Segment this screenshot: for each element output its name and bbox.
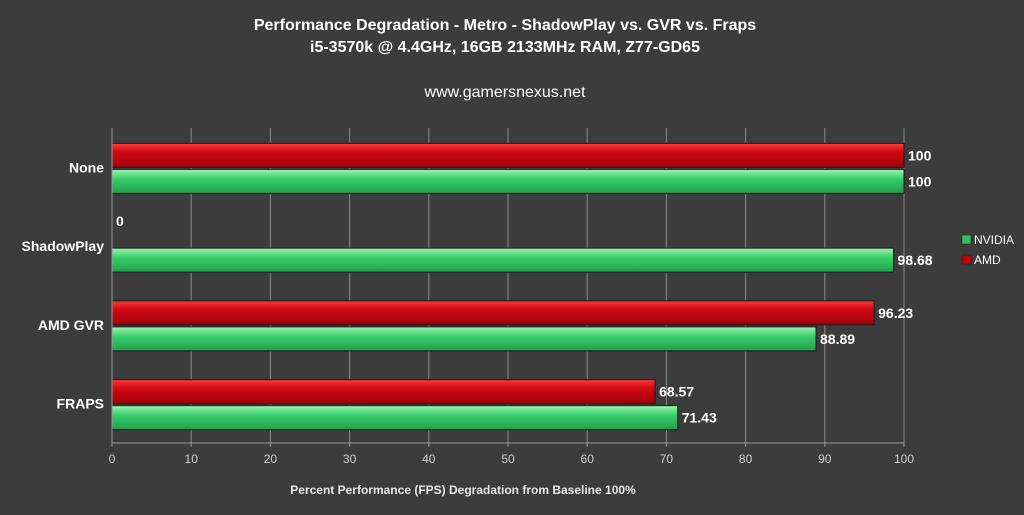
legend-swatch-nvidia bbox=[961, 234, 972, 245]
x-tick-label: 40 bbox=[422, 452, 436, 466]
x-tick-label: 30 bbox=[343, 452, 357, 466]
x-axis-title: Percent Performance (FPS) Degradation fr… bbox=[290, 483, 636, 497]
axes bbox=[111, 128, 904, 444]
bar-nvidia bbox=[111, 247, 895, 273]
value-label-nvidia: 88.89 bbox=[820, 331, 855, 347]
category-label: AMD GVR bbox=[38, 317, 104, 333]
chart-site: www.gamersnexus.net bbox=[424, 84, 587, 101]
bar-nvidia bbox=[111, 405, 679, 431]
x-tick-label: 90 bbox=[818, 452, 832, 466]
x-tick-label: 20 bbox=[264, 452, 278, 466]
x-tick-labels: 0 10 20 30 40 50 60 70 80 90 100 bbox=[109, 452, 915, 466]
bar-amd bbox=[111, 379, 656, 405]
category-label: FRAPS bbox=[57, 396, 104, 412]
value-label-amd: 68.57 bbox=[659, 384, 694, 400]
x-tick-label: 80 bbox=[739, 452, 753, 466]
legend: NVIDIA AMD bbox=[961, 233, 1014, 267]
value-label-nvidia: 100 bbox=[908, 173, 932, 189]
legend-label-amd: AMD bbox=[974, 253, 1001, 267]
chart-subtitle: i5-3570k @ 4.4GHz, 16GB 2133MHz RAM, Z77… bbox=[310, 39, 700, 56]
value-label-amd: 96.23 bbox=[878, 305, 913, 321]
value-label-amd: 100 bbox=[908, 147, 932, 163]
bars bbox=[111, 142, 905, 431]
x-tick-label: 50 bbox=[501, 452, 515, 466]
category-label: ShadowPlay bbox=[22, 238, 105, 254]
x-tick-label: 10 bbox=[185, 452, 199, 466]
value-label-nvidia: 98.68 bbox=[898, 252, 933, 268]
bar-nvidia bbox=[111, 326, 817, 352]
value-labels: 100 100 0 98.68 96.23 88.89 68.57 71.43 bbox=[116, 147, 933, 425]
x-tick-label: 100 bbox=[894, 452, 914, 466]
x-tick-label: 60 bbox=[581, 452, 595, 466]
bar-nvidia bbox=[111, 168, 905, 194]
value-label-amd: 0 bbox=[116, 213, 124, 229]
value-label-nvidia: 71.43 bbox=[682, 410, 717, 426]
legend-swatch-amd bbox=[961, 254, 972, 265]
category-labels: None ShadowPlay AMD GVR FRAPS bbox=[22, 159, 105, 411]
bar-amd bbox=[111, 300, 875, 326]
legend-label-nvidia: NVIDIA bbox=[974, 233, 1014, 247]
bar-amd bbox=[111, 142, 905, 168]
category-label: None bbox=[69, 159, 104, 175]
chart-title: Performance Degradation - Metro - Shadow… bbox=[254, 17, 756, 34]
x-tick-label: 70 bbox=[660, 452, 674, 466]
x-tick-label: 0 bbox=[109, 452, 116, 466]
